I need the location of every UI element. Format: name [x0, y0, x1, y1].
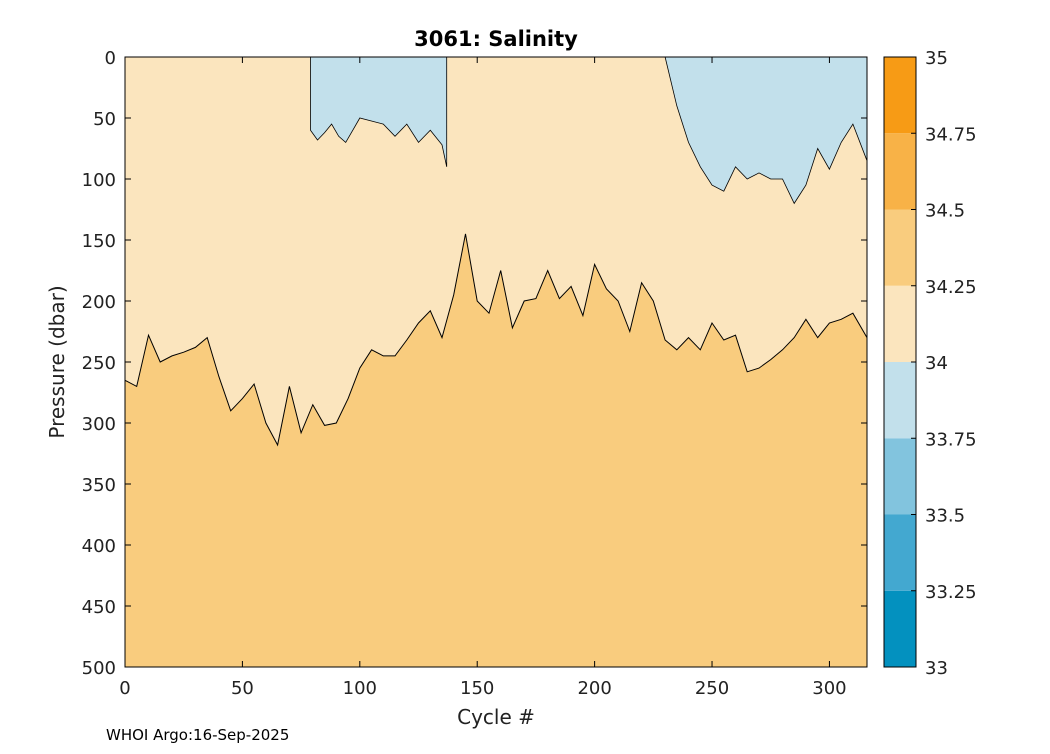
y-tick-label: 250 — [82, 353, 116, 374]
colorbar-segment — [884, 133, 916, 210]
y-tick-label: 50 — [93, 109, 116, 130]
footer-annotation: WHOI Argo:16-Sep-2025 — [106, 726, 290, 744]
plot-area — [124, 56, 868, 668]
x-tick-label: 300 — [812, 678, 846, 699]
colorbar-tick-label: 34.5 — [925, 201, 965, 222]
y-tick-label: 450 — [82, 597, 116, 618]
x-tick-label: 0 — [119, 678, 130, 699]
colorbar-segment — [884, 514, 916, 591]
chart-title: 3061: Salinity — [414, 27, 578, 51]
colorbar-tick-label: 33.5 — [925, 506, 965, 527]
y-axis-label: Pressure (dbar) — [45, 285, 69, 438]
y-tick-label: 200 — [82, 292, 116, 313]
x-axis-label: Cycle # — [457, 705, 535, 729]
colorbar-segment — [884, 362, 916, 439]
y-tick-label: 500 — [82, 658, 116, 679]
colorbar-tick-label: 33.75 — [925, 429, 977, 450]
colorbar-segment — [884, 285, 916, 362]
colorbar-tick-label: 34 — [925, 353, 948, 374]
y-tick-label: 350 — [82, 475, 116, 496]
x-tick-label: 150 — [460, 678, 494, 699]
colorbar-tick-label: 34.25 — [925, 277, 977, 298]
colorbar-tick-label: 34.75 — [925, 124, 977, 145]
contour-region-33.75-34-2 — [664, 56, 868, 205]
x-axis: 0 50 100 150 200 250 300 — [119, 57, 847, 699]
colorbar-tick-label: 33 — [925, 658, 948, 679]
x-tick-label: 100 — [343, 678, 377, 699]
y-axis: 0 50 100 150 200 250 300 350 400 450 500 — [82, 48, 867, 679]
colorbar-segment — [884, 590, 916, 667]
y-tick-label: 100 — [82, 170, 116, 191]
y-tick-label: 0 — [105, 48, 116, 69]
x-tick-label: 50 — [231, 678, 254, 699]
contour-region-33.75-34-1 — [310, 56, 448, 167]
y-tick-label: 300 — [82, 414, 116, 435]
isoline-34.25 — [124, 233, 868, 447]
colorbar-segment — [884, 209, 916, 286]
y-tick-label: 400 — [82, 536, 116, 557]
colorbar-tick-label: 35 — [925, 48, 948, 69]
x-tick-label: 250 — [695, 678, 729, 699]
colorbar-segment — [884, 57, 916, 134]
colorbar-segment — [884, 438, 916, 515]
x-tick-label: 200 — [577, 678, 611, 699]
colorbar-tick-label: 33.25 — [925, 582, 977, 603]
colorbar: 33 33.25 33.5 33.75 34 34.25 34.5 34.75 35 — [883, 48, 977, 679]
contour-region-34.25-34.5 — [125, 233, 867, 667]
y-tick-label: 150 — [82, 231, 116, 252]
